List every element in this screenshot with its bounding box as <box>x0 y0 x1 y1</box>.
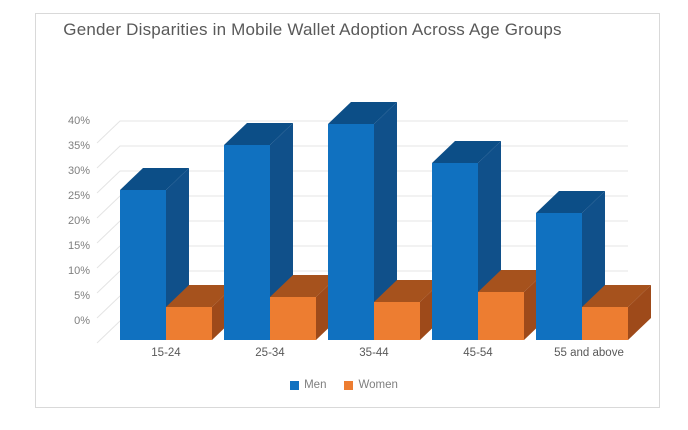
bar-men-45-54 <box>432 141 501 340</box>
x-tick-label-55-and-above: 55 and above <box>554 347 624 359</box>
x-tick-label-45-54: 45-54 <box>463 347 493 359</box>
bar-front-face <box>478 292 524 340</box>
bar-men-55-and-above <box>536 191 605 340</box>
chart-title: Gender Disparities in Mobile Wallet Adop… <box>63 20 562 39</box>
bar-front-face <box>328 124 374 340</box>
legend-label-women: Women <box>358 379 398 391</box>
bar-front-face <box>224 145 270 340</box>
chart-legend: Men Women <box>0 379 688 392</box>
bar-side-face <box>374 102 397 340</box>
y-tick-label: 0% <box>74 315 90 327</box>
y-tick-label: 40% <box>67 115 90 127</box>
bar-side-face <box>628 285 651 340</box>
bar-men-35-44 <box>328 102 397 340</box>
bar-front-face <box>120 190 166 340</box>
bar-front-face <box>582 307 628 340</box>
y-tick-label: 15% <box>67 240 90 252</box>
bar-front-face <box>166 307 212 340</box>
bar-front-face <box>536 213 582 340</box>
x-tick-label-15-24: 15-24 <box>151 347 181 359</box>
legend-entry-women[interactable]: Women <box>344 379 398 392</box>
y-tick-label: 5% <box>74 290 90 302</box>
x-tick-label-25-34: 25-34 <box>255 347 285 359</box>
y-tick-label: 25% <box>67 190 90 202</box>
bar-women-45-54 <box>478 270 547 340</box>
bar-front-face <box>374 302 420 340</box>
bar-front-face <box>432 163 478 340</box>
bar-women-35-44 <box>374 280 443 340</box>
legend-label-men: Men <box>304 379 327 391</box>
legend-swatch-men-icon <box>290 381 300 390</box>
bar-front-face <box>270 297 316 340</box>
y-tick-label: 20% <box>67 215 90 227</box>
y-tick-label: 35% <box>67 140 90 152</box>
bar-men-25-34 <box>224 123 293 340</box>
bar-women-15-24 <box>166 285 235 340</box>
y-tick-label: 30% <box>67 165 90 177</box>
bar-women-55-and-above <box>582 285 651 340</box>
y-tick-label: 10% <box>67 265 90 277</box>
bar-men-15-24 <box>120 168 189 340</box>
x-tick-label-35-44: 35-44 <box>359 347 389 359</box>
legend-entry-men[interactable]: Men <box>290 379 326 392</box>
legend-swatch-women-icon <box>344 381 354 390</box>
bar-women-25-34 <box>270 275 339 340</box>
